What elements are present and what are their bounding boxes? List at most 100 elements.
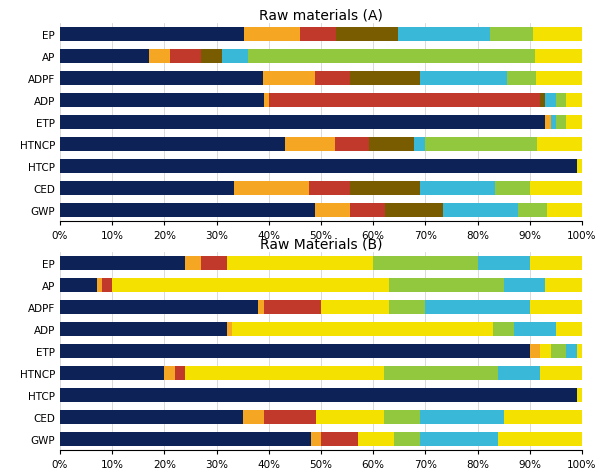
Bar: [530, 181, 582, 196]
Bar: [60, 71, 263, 86]
Bar: [60, 138, 284, 152]
Bar: [537, 138, 582, 152]
Bar: [299, 28, 337, 42]
Bar: [443, 203, 518, 218]
Bar: [337, 28, 398, 42]
Bar: [234, 181, 310, 196]
Bar: [545, 278, 582, 292]
Bar: [499, 366, 540, 380]
Bar: [350, 71, 419, 86]
Bar: [383, 366, 499, 380]
Bar: [60, 300, 259, 314]
Bar: [577, 159, 582, 174]
Bar: [244, 28, 299, 42]
Bar: [242, 410, 263, 424]
Bar: [60, 410, 242, 424]
Bar: [316, 410, 383, 424]
Title: Raw Materials (B): Raw Materials (B): [260, 237, 382, 251]
Bar: [540, 344, 551, 358]
Bar: [315, 203, 350, 218]
Bar: [60, 203, 315, 218]
Bar: [540, 366, 582, 380]
Bar: [149, 50, 170, 64]
Bar: [478, 256, 530, 270]
Bar: [60, 432, 311, 446]
Bar: [389, 300, 425, 314]
Bar: [227, 322, 232, 336]
Bar: [170, 50, 201, 64]
Bar: [383, 410, 420, 424]
Bar: [420, 432, 499, 446]
Bar: [321, 432, 358, 446]
Bar: [577, 388, 582, 402]
Bar: [222, 50, 248, 64]
Bar: [495, 181, 530, 196]
Bar: [535, 50, 582, 64]
Bar: [358, 432, 394, 446]
Bar: [60, 278, 97, 292]
Bar: [420, 410, 504, 424]
Bar: [185, 366, 383, 380]
Bar: [112, 278, 389, 292]
Bar: [60, 181, 234, 196]
Bar: [385, 203, 443, 218]
Bar: [504, 410, 582, 424]
Bar: [350, 181, 419, 196]
Bar: [60, 322, 227, 336]
Bar: [227, 256, 373, 270]
Bar: [373, 256, 478, 270]
Bar: [321, 300, 389, 314]
Bar: [533, 28, 582, 42]
Bar: [60, 344, 530, 358]
Bar: [175, 366, 185, 380]
Bar: [545, 116, 551, 129]
Bar: [60, 93, 263, 108]
Bar: [577, 344, 582, 358]
Bar: [530, 344, 540, 358]
Bar: [259, 300, 263, 314]
Bar: [518, 203, 547, 218]
Bar: [551, 116, 556, 129]
Bar: [394, 432, 420, 446]
Bar: [413, 138, 425, 152]
Bar: [60, 256, 185, 270]
Bar: [60, 28, 244, 42]
Bar: [185, 256, 201, 270]
Bar: [97, 278, 102, 292]
Bar: [263, 93, 269, 108]
Bar: [201, 256, 227, 270]
Bar: [60, 159, 577, 174]
Bar: [499, 432, 582, 446]
Bar: [248, 50, 535, 64]
Bar: [540, 93, 545, 108]
Bar: [425, 138, 537, 152]
Bar: [419, 181, 495, 196]
Bar: [490, 28, 533, 42]
Bar: [60, 388, 577, 402]
Bar: [556, 116, 566, 129]
Bar: [335, 138, 369, 152]
Bar: [102, 278, 112, 292]
Bar: [506, 71, 536, 86]
Bar: [566, 116, 582, 129]
Bar: [60, 116, 545, 129]
Bar: [556, 93, 566, 108]
Bar: [425, 300, 530, 314]
Bar: [315, 71, 350, 86]
Bar: [263, 71, 315, 86]
Bar: [269, 93, 540, 108]
Bar: [350, 203, 385, 218]
Bar: [369, 138, 413, 152]
Bar: [536, 71, 582, 86]
Bar: [566, 344, 577, 358]
Bar: [493, 322, 514, 336]
Bar: [547, 203, 582, 218]
Bar: [419, 71, 506, 86]
Bar: [311, 432, 321, 446]
Bar: [263, 300, 321, 314]
Title: Raw materials (A): Raw materials (A): [259, 9, 383, 23]
Bar: [566, 93, 582, 108]
Bar: [514, 322, 556, 336]
Bar: [556, 322, 582, 336]
Bar: [530, 300, 582, 314]
